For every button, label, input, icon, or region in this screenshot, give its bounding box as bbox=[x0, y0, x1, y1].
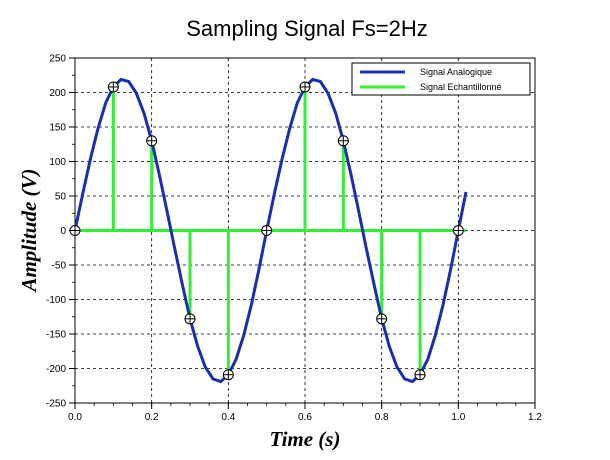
sample-point bbox=[337, 135, 349, 147]
y-axis-label: Amplitude (V) bbox=[17, 168, 41, 293]
x-axis-label: Time (s) bbox=[270, 427, 341, 451]
x-tick-label: 0.2 bbox=[145, 412, 159, 423]
y-tick-label: -200 bbox=[46, 364, 66, 375]
sample-point bbox=[184, 313, 196, 325]
sample-point bbox=[299, 81, 311, 93]
sample-point bbox=[414, 369, 426, 381]
x-tick-label: 0.4 bbox=[221, 412, 235, 423]
x-tick-label: 0.6 bbox=[298, 412, 312, 423]
legend-label-sampled: Signal Echantillonné bbox=[420, 82, 502, 92]
chart-title: Sampling Signal Fs=2Hz bbox=[186, 16, 428, 41]
x-tick-label: 1.2 bbox=[528, 412, 542, 423]
y-tick-label: 100 bbox=[49, 157, 66, 168]
analog-signal-line bbox=[73, 77, 468, 384]
x-tick-label: 1.0 bbox=[451, 412, 465, 423]
y-axis: -250 -200 -150 -100 -50 0 50 100 150 200 250 bbox=[46, 54, 75, 410]
x-axis: 0.0 0.2 0.4 0.6 0.8 1.0 1.2 bbox=[68, 403, 542, 423]
y-tick-label: -250 bbox=[46, 399, 66, 410]
sample-point bbox=[452, 225, 464, 236]
y-tick-label: 250 bbox=[49, 54, 66, 65]
y-tick-label: 0 bbox=[60, 226, 66, 237]
legend-box bbox=[351, 62, 531, 96]
sample-point bbox=[376, 313, 388, 325]
x-tick-label: 0.8 bbox=[375, 412, 389, 423]
x-tick-label: 0.0 bbox=[68, 412, 82, 423]
y-tick-label: 50 bbox=[55, 192, 67, 203]
sample-point bbox=[146, 135, 158, 147]
sample-point bbox=[222, 369, 234, 381]
sample-markers bbox=[69, 81, 464, 381]
analog-series bbox=[73, 77, 468, 384]
y-tick-label: 200 bbox=[49, 88, 66, 99]
y-tick-label: -150 bbox=[46, 330, 66, 341]
legend-label-analog: Signal Analogique bbox=[420, 67, 492, 77]
y-tick-label: 150 bbox=[49, 123, 66, 134]
sample-point bbox=[69, 225, 81, 236]
legend: Signal Analogique Signal Echantillonné bbox=[351, 62, 531, 96]
y-tick-label: -50 bbox=[52, 261, 67, 272]
sample-point bbox=[107, 81, 119, 93]
sample-point bbox=[261, 225, 273, 236]
y-tick-label: -100 bbox=[46, 295, 66, 306]
